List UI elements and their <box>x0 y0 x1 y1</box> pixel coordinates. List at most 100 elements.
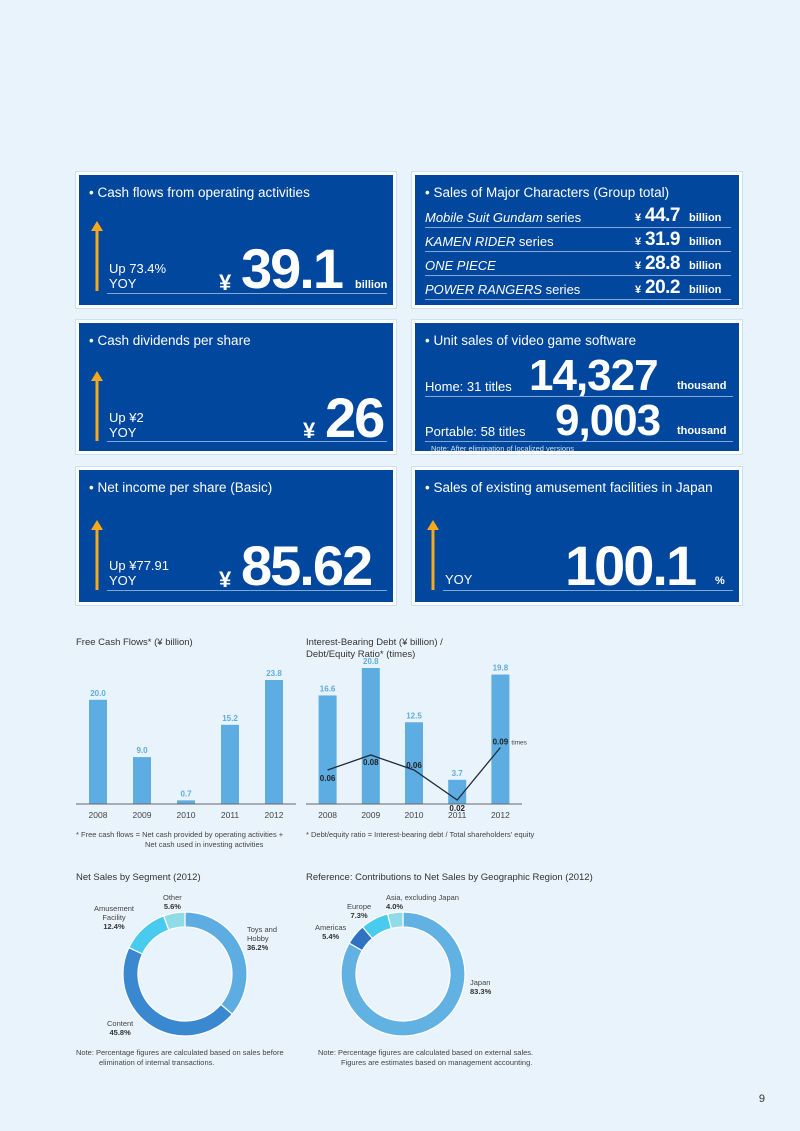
region-pct: 5.4% <box>322 932 340 941</box>
underline <box>425 396 733 397</box>
seg-label-amusement: Amusement Facility 12.4% <box>86 904 142 931</box>
character-row: ONE PIECE ¥28.8 billion <box>425 251 731 276</box>
debt-x-tick: 2011 <box>448 810 467 820</box>
ratio-value-label: 0.06 <box>320 774 336 783</box>
region-pct: 83.3% <box>470 987 492 996</box>
fcf-x-tick: 2012 <box>265 810 284 820</box>
fcf-value-label: 0.7 <box>180 789 192 798</box>
debt-x-tick: 2012 <box>491 810 510 820</box>
home-value: 14,327 <box>529 351 659 400</box>
fcf-bar <box>133 757 151 804</box>
seg-label-content: Content 45.8% <box>107 1019 133 1037</box>
card-net-income: Net income per share (Basic) Up ¥77.91 Y… <box>76 467 396 605</box>
card-title: Net income per share (Basic) <box>89 480 272 495</box>
debt-bar <box>318 695 337 804</box>
change-text: Up ¥77.91 <box>109 558 169 573</box>
region-label-japan: Japan 83.3% <box>470 978 491 996</box>
portable-unit: thousand <box>677 425 727 437</box>
seg-pct: 5.6% <box>163 902 181 911</box>
debt-bar <box>448 779 467 804</box>
fcf-x-tick: 2010 <box>177 810 196 820</box>
fcf-value-label: 20.0 <box>90 689 106 698</box>
region-pct: 7.3% <box>350 911 368 920</box>
yen-sign: ¥ <box>635 260 642 272</box>
fcf-x-tick: 2009 <box>133 810 152 820</box>
fcf-bar <box>177 800 195 804</box>
yoy-text: YOY <box>109 276 137 291</box>
character-sales-value: 44.7 <box>645 205 680 226</box>
region-chart-title: Reference: Contributions to Net Sales by… <box>306 872 593 883</box>
fcf-bar <box>89 699 107 804</box>
yen-sign: ¥ <box>635 284 642 296</box>
yen-sign: ¥ <box>303 418 316 443</box>
fcf-x-tick: 2008 <box>89 810 108 820</box>
fcf-footnote: * Free cash flows = Net cash provided by… <box>76 830 283 850</box>
card-title: Cash flows from operating activities <box>89 185 309 200</box>
change-text: Up ¥2 <box>109 410 144 425</box>
unit-text: billion <box>689 212 722 224</box>
fcf-bar <box>265 680 283 804</box>
fcf-chart-title: Free Cash Flows* (¥ billion) <box>76 637 193 648</box>
card-characters: Sales of Major Characters (Group total) … <box>412 172 742 308</box>
debt-bar <box>361 668 380 804</box>
region-label-europe: Europe 7.3% <box>347 902 371 920</box>
ratio-value-label: 0.09 <box>493 738 509 747</box>
fcf-x-tick: 2011 <box>221 810 240 820</box>
character-sales-value: 20.2 <box>645 277 680 298</box>
character-name-italic: KAMEN RIDER <box>425 234 516 249</box>
underline <box>107 293 387 294</box>
region-label-americas: Americas 5.4% <box>315 923 346 941</box>
underline <box>443 590 733 591</box>
amusement-value: 100.1 <box>565 534 697 597</box>
yoy-text: YOY <box>109 573 137 588</box>
region-note-line2: Figures are estimates based on managemen… <box>341 1058 533 1067</box>
fcf-footnote-line1: * Free cash flows = Net cash provided by… <box>76 830 284 839</box>
debt-chart-title-line1: Interest-Bearing Debt (¥ billion) / <box>306 637 443 648</box>
character-sales-value: 31.9 <box>645 229 680 250</box>
seg-name: Other <box>163 893 182 902</box>
yen-sign: ¥ <box>219 270 232 295</box>
card-dividends: Cash dividends per share Up ¥2 YOY ¥ 26 <box>76 320 396 454</box>
arrow-up-icon <box>427 520 439 590</box>
character-row: KAMEN RIDER series ¥31.9 billion <box>425 227 731 252</box>
character-row: POWER RANGERS series ¥20.2 billion <box>425 275 731 300</box>
character-name: Mobile Suit Gundam series <box>425 210 581 225</box>
portable-value: 9,003 <box>555 396 661 445</box>
debt-x-tick: 2008 <box>318 810 337 820</box>
arrow-up-icon <box>91 221 103 291</box>
seg-name: Toys and Hobby <box>247 925 278 943</box>
underline <box>107 590 387 591</box>
card-title: Cash dividends per share <box>89 333 250 348</box>
debt-value-label: 16.6 <box>320 684 336 693</box>
character-name-rest: series <box>515 234 554 249</box>
debt-x-tick: 2010 <box>405 810 424 820</box>
segment-note-line1: Note: Percentage figures are calculated … <box>76 1048 284 1057</box>
debt-value-label: 12.5 <box>406 711 422 720</box>
change-text: Up 73.4% <box>109 261 167 276</box>
seg-label-toys: Toys and Hobby 36.2% <box>247 925 287 952</box>
unit-text: billion <box>689 260 722 272</box>
fcf-value-label: 9.0 <box>136 746 148 755</box>
unit-text: billion <box>355 279 388 291</box>
seg-pct: 45.8% <box>109 1028 131 1037</box>
segment-slice <box>184 911 248 1015</box>
region-slice <box>340 911 466 1037</box>
segment-note-line2: elimination of internal transactions. <box>99 1058 215 1067</box>
debt-value-label: 19.8 <box>493 664 509 673</box>
arrow-up-icon <box>91 371 103 441</box>
cash-flows-value: 39.1 <box>241 237 344 300</box>
character-name-rest: series <box>542 282 581 297</box>
home-unit: thousand <box>677 380 727 392</box>
home-label: Home: 31 titles <box>425 379 512 394</box>
card-title: Sales of existing amusement facilities i… <box>425 480 712 495</box>
character-name-italic: ONE PIECE <box>425 258 496 273</box>
game-note: Note: After elimination of localized ver… <box>431 444 574 453</box>
debt-x-tick: 2009 <box>361 810 380 820</box>
fcf-footnote-line2: Net cash used in investing activities <box>145 840 264 849</box>
region-name: Asia, excluding Japan <box>386 893 459 902</box>
fcf-value-label: 23.8 <box>266 669 282 678</box>
debt-footnote: * Debt/equity ratio = Interest-bearing d… <box>306 830 535 839</box>
segment-note: Note: Percentage figures are calculated … <box>76 1048 284 1068</box>
fcf-bar <box>221 724 239 804</box>
seg-label-other: Other 5.6% <box>163 893 182 911</box>
